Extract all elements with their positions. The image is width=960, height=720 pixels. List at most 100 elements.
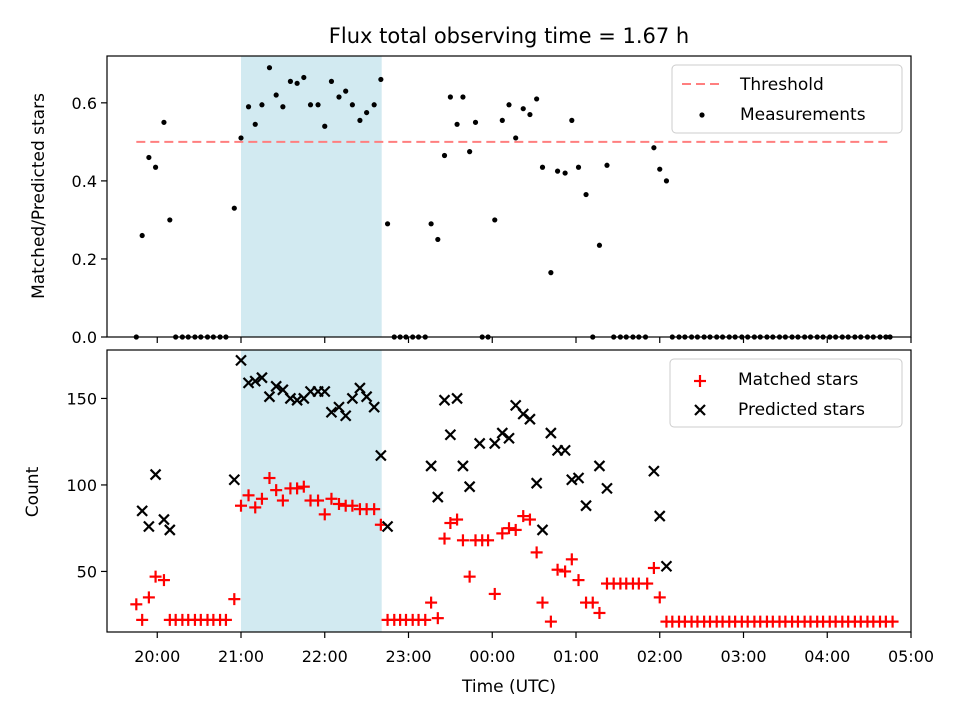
- legend-matched-label: Matched stars: [738, 370, 858, 390]
- measurement-point: [231, 205, 237, 211]
- matched-star-marker: [503, 522, 515, 535]
- measurement-point: [349, 102, 355, 108]
- matched-star-marker: [438, 532, 451, 545]
- matched-star-marker: [482, 534, 495, 547]
- predicted-star-marker: [164, 524, 176, 536]
- top-y-tick-label: 0.0: [72, 328, 97, 347]
- measurement-point: [472, 119, 479, 125]
- legend-measurements-swatch: [699, 112, 705, 118]
- measurement-point: [273, 92, 279, 98]
- predicted-star-marker: [346, 392, 359, 405]
- matched-star-marker: [544, 615, 557, 628]
- legend-threshold-label: Threshold: [739, 75, 824, 95]
- matched-star-marker: [368, 503, 381, 516]
- predicted-star-marker: [451, 392, 463, 405]
- predicted-star-marker: [593, 460, 606, 472]
- predicted-star-marker: [425, 460, 437, 472]
- predicted-star-marker: [463, 480, 476, 493]
- measurement-point: [161, 119, 167, 125]
- top-axes-frame: [106, 55, 912, 338]
- matched-star-marker: [249, 501, 262, 514]
- x-tick-label: 01:00: [553, 647, 599, 666]
- matched-star-marker: [431, 612, 444, 625]
- top-y-ticks: 0.0 0.2 0.4 0.6: [72, 94, 107, 347]
- measurement-point: [454, 121, 460, 127]
- matched-star-marker: [270, 484, 283, 497]
- top-legend-box: [671, 64, 903, 134]
- bottom-y-axis-label: Count: [23, 466, 43, 517]
- matched-star-marker: [136, 613, 149, 626]
- measurement-point: [336, 94, 342, 100]
- matched-star-marker: [332, 497, 345, 510]
- measurement-point: [378, 76, 384, 83]
- legend-matched-swatch: [694, 375, 706, 387]
- top-x-ticks: [156, 337, 912, 343]
- predicted-star-marker: [444, 428, 457, 441]
- x-tick-label: 03:00: [720, 647, 766, 666]
- matched-star-marker: [346, 499, 359, 512]
- predicted-star-marker: [536, 524, 549, 536]
- top-legend: Threshold Measurements: [671, 64, 903, 134]
- predicted-star-marker: [158, 513, 170, 526]
- predicted-star-marker: [381, 520, 394, 533]
- measurement-point: [371, 102, 377, 108]
- x-tick-label: 20:00: [134, 647, 180, 666]
- x-tick-label: 23:00: [385, 647, 431, 666]
- matched-star-marker: [451, 513, 464, 526]
- matched-star-marker: [530, 546, 543, 559]
- matched-star-marker: [157, 574, 170, 587]
- measurement-point: [604, 162, 610, 168]
- bottom-y-tick-label: 50: [77, 562, 97, 581]
- matched-star-marker: [291, 482, 304, 495]
- bottom-axes-frame: [106, 349, 912, 633]
- matched-star-marker: [509, 523, 522, 536]
- predicted-star-marker: [432, 491, 444, 503]
- x-tick-label: 00:00: [469, 647, 515, 666]
- measurement-point: [441, 152, 448, 159]
- predicted-star-marker: [601, 482, 613, 495]
- measurement-point: [569, 117, 575, 123]
- predicted-star-marker: [438, 394, 451, 406]
- measurement-point: [492, 217, 498, 223]
- predicted-star-marker: [488, 437, 501, 450]
- predicted-star-marker: [325, 406, 338, 419]
- bottom-y-tick-label: 100: [66, 476, 97, 495]
- bottom-x-ticks: 20:00 21:00 22:00 23:00 00:00 01:00 02:00 03:00…: [134, 632, 934, 666]
- measurement-point: [583, 191, 589, 198]
- measurement-point: [428, 221, 434, 227]
- top-y-axis-label: Matched/Predicted stars: [29, 93, 49, 299]
- chart-title: Flux total observing time = 1.67 h: [329, 24, 689, 48]
- matched-stars-points: [130, 472, 899, 628]
- bottom-y-tick-label: 150: [66, 389, 97, 408]
- matched-star-marker: [425, 596, 438, 609]
- predicted-star-marker: [530, 477, 543, 489]
- matched-star-marker: [325, 492, 338, 505]
- measurement-point: [266, 65, 273, 71]
- measurement-point: [294, 80, 300, 86]
- matched-star-marker: [219, 613, 232, 626]
- predicted-star-marker: [580, 499, 592, 512]
- matched-star-marker: [536, 596, 549, 609]
- matched-star-marker: [565, 553, 578, 566]
- measurement-point: [527, 111, 533, 118]
- measurement-point: [301, 74, 307, 81]
- matched-star-marker: [551, 563, 564, 576]
- measurement-point: [315, 102, 321, 108]
- matched-star-marker: [130, 598, 143, 611]
- x-tick-label: 21:00: [218, 647, 264, 666]
- predicted-star-marker: [354, 382, 366, 394]
- matched-star-marker: [312, 494, 325, 507]
- predicted-star-marker: [249, 375, 262, 387]
- matched-star-marker: [517, 510, 530, 523]
- measurement-point: [139, 232, 145, 239]
- matched-star-marker: [276, 494, 289, 507]
- measurement-point: [562, 170, 568, 176]
- x-axis-label: Time (UTC): [461, 677, 556, 697]
- x-tick-label: 02:00: [637, 647, 683, 666]
- measurement-point: [506, 102, 512, 108]
- predicted-star-marker: [242, 377, 255, 389]
- measurement-point: [575, 164, 582, 170]
- legend-measurements-label: Measurements: [740, 105, 866, 125]
- measurement-point: [499, 117, 505, 123]
- matched-star-marker: [444, 517, 457, 530]
